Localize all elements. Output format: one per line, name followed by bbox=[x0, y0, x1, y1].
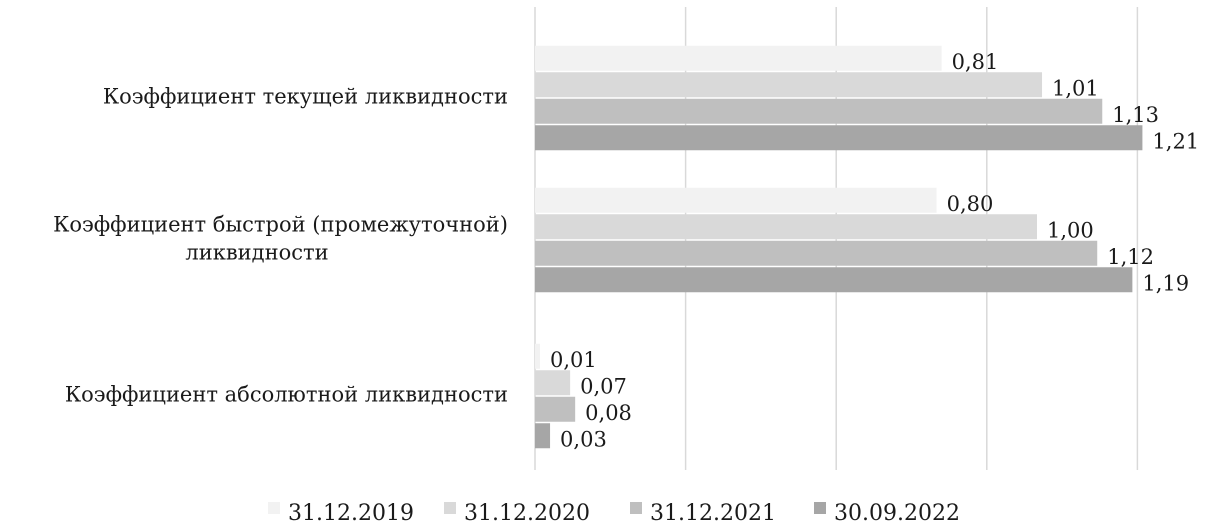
bar-0-3 bbox=[535, 125, 1143, 151]
bar-2-2 bbox=[535, 396, 576, 422]
data-label-0-0: 0,81 bbox=[952, 50, 999, 74]
category-label-2-line-0: Коэффициент абсолютной ликвидности bbox=[65, 383, 508, 407]
legend-swatch-3 bbox=[814, 502, 826, 514]
bars bbox=[535, 45, 1143, 449]
legend-swatch-0 bbox=[268, 502, 280, 514]
data-label-0-2: 1,13 bbox=[1112, 103, 1159, 127]
data-label-0-1: 1,01 bbox=[1052, 76, 1099, 100]
bar-1-1 bbox=[535, 214, 1037, 240]
data-label-1-0: 0,80 bbox=[947, 192, 994, 216]
bar-1-3 bbox=[535, 267, 1133, 293]
data-label-1-3: 1,19 bbox=[1142, 271, 1189, 295]
bar-0-0 bbox=[535, 45, 942, 71]
bar-2-1 bbox=[535, 370, 571, 396]
data-label-2-0: 0,01 bbox=[550, 348, 597, 372]
legend-swatch-1 bbox=[444, 502, 456, 514]
category-label-1-line-0: Коэффициент быстрой (промежуточной) bbox=[53, 213, 508, 237]
legend: 31.12.2019 31.12.2020 31.12.2021 30.09.2022 bbox=[268, 501, 960, 526]
bar-2-3 bbox=[535, 423, 551, 449]
data-label-1-1: 1,00 bbox=[1047, 218, 1094, 242]
category-labels: Коэффициент текущей ликвидности Коэффицие… bbox=[53, 85, 508, 407]
legend-swatch-2 bbox=[630, 502, 642, 514]
data-label-0-3: 1,21 bbox=[1152, 129, 1199, 153]
legend-label-3: 30.09.2022 bbox=[834, 501, 960, 526]
bar-0-1 bbox=[535, 72, 1043, 98]
category-label-0-line-0: Коэффициент текущей ликвидности bbox=[103, 85, 508, 109]
bar-0-2 bbox=[535, 98, 1103, 124]
data-label-2-2: 0,08 bbox=[585, 401, 632, 425]
data-label-2-3: 0,03 bbox=[560, 427, 607, 451]
bar-2-0 bbox=[535, 343, 541, 369]
bar-1-2 bbox=[535, 240, 1098, 266]
legend-label-2: 31.12.2021 bbox=[650, 501, 776, 526]
category-label-1-line-1: ликвидности bbox=[185, 241, 328, 265]
data-label-2-1: 0,07 bbox=[580, 374, 627, 398]
data-label-1-2: 1,12 bbox=[1107, 245, 1154, 269]
bar-1-0 bbox=[535, 187, 937, 213]
legend-label-0: 31.12.2019 bbox=[288, 501, 414, 526]
data-labels: 0,81 1,01 1,131,21 0,80 1,00 1,121,19 0,010,07… bbox=[550, 50, 1199, 452]
legend-label-1: 31.12.2020 bbox=[464, 501, 590, 526]
